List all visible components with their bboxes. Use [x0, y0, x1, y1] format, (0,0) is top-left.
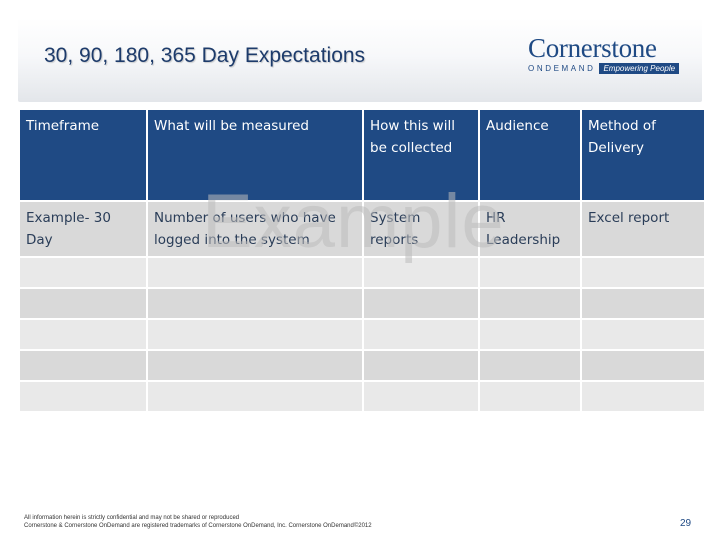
empty-cell — [362, 349, 480, 382]
empty-cell — [18, 287, 148, 320]
empty-cell — [146, 287, 364, 320]
empty-cell — [580, 349, 706, 382]
empty-cell — [18, 349, 148, 382]
logo-wordmark: Cornerstone — [528, 33, 657, 63]
empty-cell — [146, 349, 364, 382]
empty-cell — [146, 256, 364, 289]
footer-disclaimer: All information herein is strictly confi… — [24, 514, 372, 530]
empty-cell — [18, 318, 148, 351]
logo-ondemand: ONDEMAND — [528, 64, 596, 73]
expectations-table: Timeframe What will be measured How this… — [18, 108, 706, 413]
title-banner — [18, 18, 702, 102]
logo-tagline: Empowering People — [599, 63, 680, 74]
empty-cell — [362, 287, 480, 320]
footer-line-2: Cornerstone & Cornerstone OnDemand are r… — [24, 523, 372, 529]
page-number: 29 — [680, 518, 692, 529]
empty-cell — [478, 380, 582, 413]
empty-cell — [478, 349, 582, 382]
footer-line-1: All information herein is strictly confi… — [24, 515, 240, 521]
cell-how-collected: System reports — [362, 200, 480, 258]
header-method-delivery: Method of Delivery — [580, 108, 706, 202]
header-what-measured: What will be measured — [146, 108, 364, 202]
empty-cell — [580, 256, 706, 289]
empty-cell — [362, 256, 480, 289]
table-row-empty — [18, 287, 706, 320]
header-timeframe: Timeframe — [18, 108, 148, 202]
empty-cell — [18, 380, 148, 413]
empty-cell — [580, 318, 706, 351]
empty-cell — [18, 256, 148, 289]
slide-title: 30, 90, 180, 365 Day Expectations — [44, 44, 366, 67]
logo-subline: ONDEMAND Empowering People — [528, 63, 688, 74]
cell-what-measured: Number of users who have logged into the… — [146, 200, 364, 258]
empty-cell — [580, 287, 706, 320]
cell-timeframe: Example- 30 Day — [18, 200, 148, 258]
cell-audience: HR Leadership — [478, 200, 582, 258]
empty-cell — [362, 318, 480, 351]
table-row-empty — [18, 380, 706, 413]
empty-cell — [478, 318, 582, 351]
empty-cell — [478, 287, 582, 320]
cornerstone-logo: Cornerstone ONDEMAND Empowering People — [528, 34, 688, 84]
empty-cell — [580, 380, 706, 413]
header-audience: Audience — [478, 108, 582, 202]
table-header-row: Timeframe What will be measured How this… — [18, 108, 706, 202]
table-row-example: Example- 30 Day Number of users who have… — [18, 200, 706, 258]
table-row-empty — [18, 349, 706, 382]
empty-cell — [478, 256, 582, 289]
empty-cell — [146, 318, 364, 351]
header-how-collected: How this will be collected — [362, 108, 480, 202]
table-row-empty — [18, 256, 706, 289]
empty-cell — [146, 380, 364, 413]
table-row-empty — [18, 318, 706, 351]
empty-cell — [362, 380, 480, 413]
cell-method-delivery: Excel report — [580, 200, 706, 258]
expectations-table-container: Timeframe What will be measured How this… — [18, 108, 706, 413]
